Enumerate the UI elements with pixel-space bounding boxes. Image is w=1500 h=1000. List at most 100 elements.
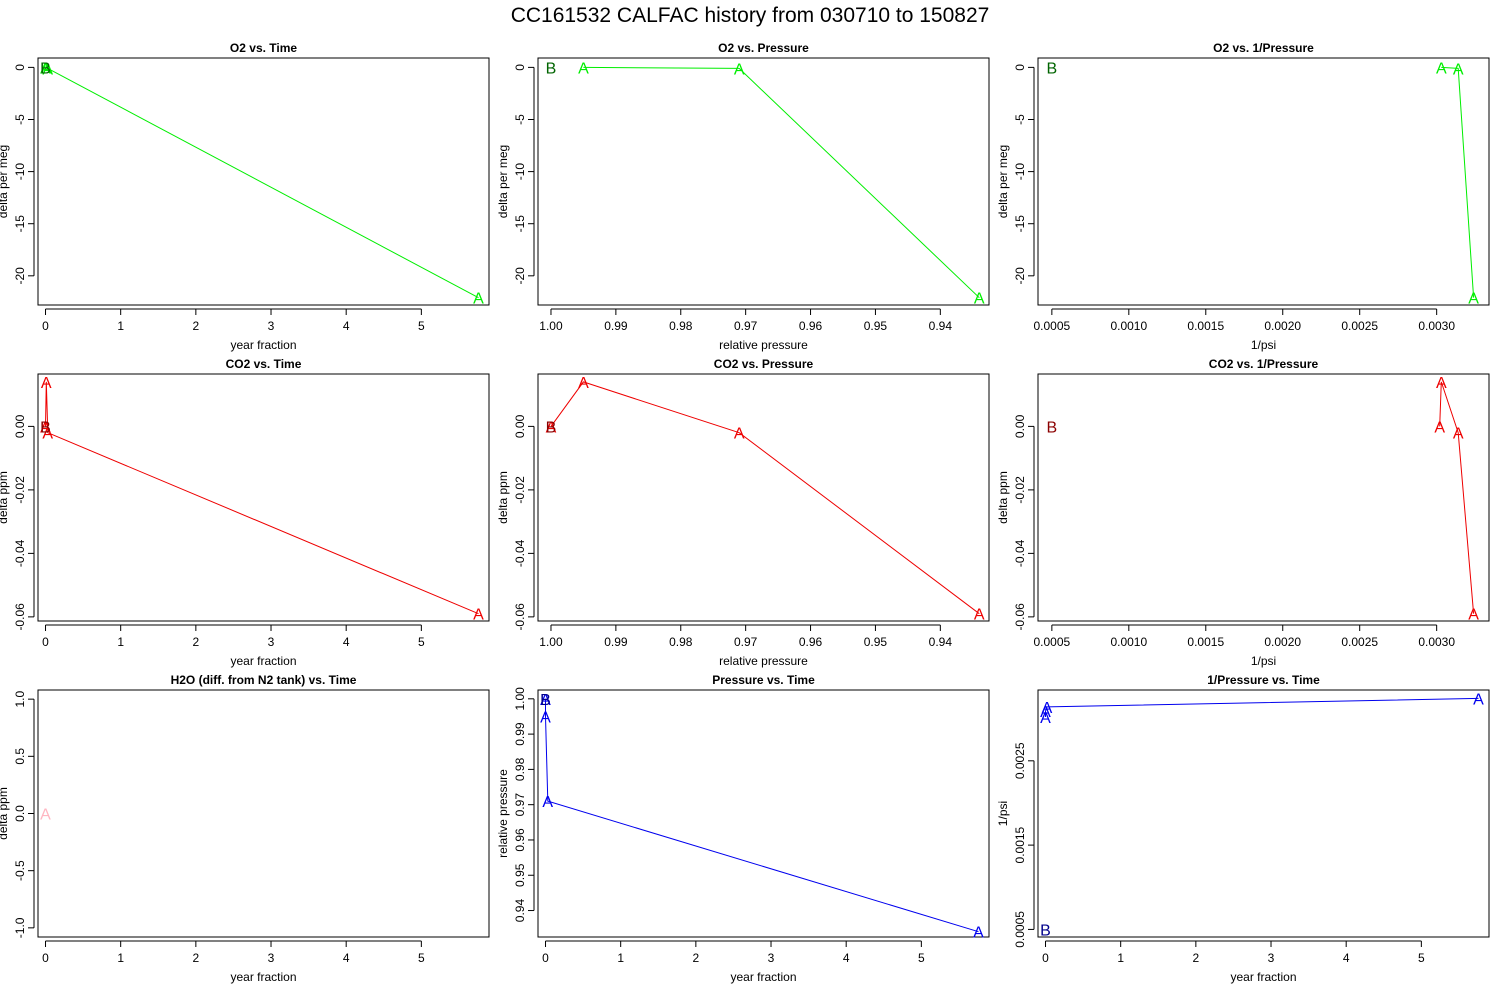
- y-tick-label: -0.04: [13, 539, 27, 567]
- panel-o2-invpres: O2 vs. 1/Pressure 0.0005 0.0010 0.0015 0.002…: [996, 41, 1490, 352]
- y-tick-label: 0.95: [513, 863, 527, 887]
- data-point-A: A: [974, 291, 985, 308]
- data-point-A: A: [734, 61, 745, 78]
- x-tick-label: 0.0030: [1418, 635, 1455, 649]
- x-tick-label: 0.98: [669, 319, 693, 333]
- x-axis-label: relative pressure: [719, 654, 808, 668]
- panel-co2-pres: CO2 vs. Pressure 1.00 0.99 0.98 0.97 0.96 0.95…: [496, 357, 990, 668]
- y-axis-label: delta per meg: [496, 145, 510, 218]
- x-tick-label: 1: [117, 951, 124, 965]
- x-tick-label: 1: [117, 319, 124, 333]
- x-tick-label: 0.0025: [1341, 319, 1378, 333]
- x-axis-label: year fraction: [230, 338, 296, 352]
- y-axis-label: delta per meg: [0, 145, 10, 218]
- y-axis-label: delta ppm: [0, 471, 10, 524]
- x-tick-label: 0: [1042, 951, 1049, 965]
- x-tick-label: 5: [1418, 951, 1425, 965]
- plot-frame: [1037, 57, 1490, 306]
- x-tick-label: 0.0015: [1187, 635, 1224, 649]
- data-point-B: B: [540, 692, 551, 709]
- y-axis-label: 1/psi: [996, 801, 1010, 826]
- y-tick-label: 0: [13, 64, 27, 71]
- x-tick-label: 0.97: [734, 635, 758, 649]
- x-tick-label: 4: [1343, 951, 1350, 965]
- x-tick-label: 0.0030: [1418, 319, 1455, 333]
- data-point-A: A: [40, 807, 51, 824]
- x-tick-label: 0.96: [799, 319, 823, 333]
- data-point-A: A: [578, 375, 589, 392]
- x-tick-label: 5: [418, 951, 425, 965]
- x-tick-label: 0.0020: [1264, 319, 1301, 333]
- panel-title: 1/Pressure vs. Time: [1207, 673, 1320, 687]
- data-point-A: A: [578, 60, 589, 77]
- y-axis-label: delta ppm: [996, 471, 1010, 524]
- x-tick-label: 0.95: [864, 319, 888, 333]
- y-tick-label: 0.00: [1013, 414, 1027, 438]
- plot-frame: [537, 57, 990, 306]
- data-point-A: A: [540, 709, 551, 726]
- data-point-A: A: [42, 426, 53, 443]
- y-tick-label: -0.02: [13, 476, 27, 504]
- plot-frame: [37, 57, 490, 306]
- x-axis-label: relative pressure: [719, 338, 808, 352]
- x-tick-label: 5: [418, 635, 425, 649]
- x-tick-label: 1: [1117, 951, 1124, 965]
- data-point-A: A: [1040, 710, 1051, 727]
- x-tick-label: 3: [268, 951, 275, 965]
- y-tick-label: 0.94: [513, 899, 527, 923]
- y-tick-label: 0.96: [513, 828, 527, 852]
- plot-frame: [37, 373, 490, 622]
- y-axis-label: delta per meg: [996, 145, 1010, 218]
- x-axis-label: year fraction: [230, 654, 296, 668]
- data-point-A: A: [473, 291, 484, 308]
- data-point-A: A: [1436, 60, 1447, 77]
- data-point-A: A: [42, 61, 53, 78]
- series-line-A: [1045, 697, 1479, 717]
- panel-h2o-time: H2O (diff. from N2 tank) vs. Time 0 1 2 3 4 5 y…: [0, 673, 490, 984]
- panel-title: O2 vs. 1/Pressure: [1213, 41, 1314, 55]
- plot-frame: [1037, 373, 1490, 622]
- series-line-A: [1439, 381, 1475, 614]
- panel-title: H2O (diff. from N2 tank) vs. Time: [171, 673, 357, 687]
- x-axis-label: year fraction: [230, 970, 296, 984]
- plot-frame: [37, 689, 490, 938]
- y-tick-label: -0.06: [13, 603, 27, 631]
- x-tick-label: 0.95: [864, 635, 888, 649]
- x-tick-label: 0.0010: [1110, 319, 1147, 333]
- x-tick-label: 1: [117, 635, 124, 649]
- y-tick-label: 0.0025: [1013, 742, 1027, 779]
- x-tick-label: 1.00: [539, 319, 563, 333]
- series-line-A: [583, 66, 980, 299]
- x-tick-label: 4: [343, 951, 350, 965]
- y-tick-label: -20: [513, 267, 527, 285]
- x-tick-label: 4: [343, 319, 350, 333]
- x-tick-label: 0.0005: [1034, 635, 1071, 649]
- panel-o2-time: O2 vs. Time 0 1 2 3 4 5 year fraction 0 -5 -10 -15 -…: [0, 41, 490, 352]
- data-point-A: A: [1434, 419, 1445, 436]
- x-axis-label: year fraction: [1230, 970, 1296, 984]
- x-axis-label: year fraction: [730, 970, 796, 984]
- y-tick-label: -0.5: [13, 860, 27, 881]
- panel-title: CO2 vs. 1/Pressure: [1209, 357, 1319, 371]
- y-tick-label: -15: [13, 215, 27, 233]
- panel-title: CO2 vs. Pressure: [714, 357, 814, 371]
- data-point-A: A: [974, 607, 985, 624]
- x-tick-label: 0: [542, 951, 549, 965]
- data-point-A: A: [973, 925, 984, 942]
- x-axis-label: 1/psi: [1251, 654, 1276, 668]
- plot-frame: [537, 689, 990, 938]
- y-tick-label: -0.04: [513, 539, 527, 567]
- y-tick-label: 0.0: [13, 805, 27, 822]
- data-point-A: A: [540, 692, 551, 709]
- series-line-A: [1441, 66, 1475, 298]
- y-tick-label: 0.00: [13, 414, 27, 438]
- x-tick-label: 0.98: [669, 635, 693, 649]
- x-tick-label: 2: [193, 319, 200, 333]
- y-axis-label: delta ppm: [496, 471, 510, 524]
- data-point-B: B: [1047, 419, 1058, 436]
- x-tick-label: 0.96: [799, 635, 823, 649]
- x-tick-label: 2: [193, 635, 200, 649]
- figure-title: CC161532 CALFAC history from 030710 to 1…: [511, 4, 990, 27]
- y-tick-label: 0.5: [13, 748, 27, 765]
- x-tick-label: 0.94: [929, 319, 953, 333]
